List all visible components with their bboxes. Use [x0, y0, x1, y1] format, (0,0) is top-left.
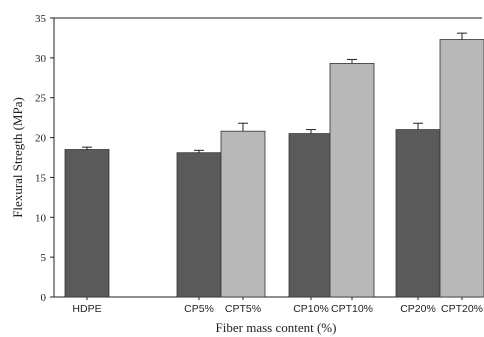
bar	[439, 39, 484, 298]
bar	[176, 152, 222, 298]
bar	[288, 133, 334, 298]
y-axis-label: Flexural Stregth (MPa)	[10, 97, 25, 218]
x-tick-label: CPT5%	[225, 303, 261, 315]
bar	[64, 149, 110, 298]
y-tick-label: 15	[35, 172, 47, 184]
y-tick-label: 20	[35, 133, 47, 145]
bar	[395, 129, 441, 298]
y-tick-label: 0	[41, 292, 47, 304]
y-tick-label: 30	[35, 53, 47, 65]
x-tick-label: CPT10%	[331, 303, 373, 315]
x-axis-label: Fiber mass content (%)	[216, 320, 337, 335]
x-tick-label: CPT20%	[441, 303, 483, 315]
bar	[220, 130, 266, 298]
y-tick-label: 5	[41, 252, 47, 264]
y-tick-label: 35	[35, 13, 47, 25]
x-tick-label: CP20%	[400, 303, 436, 315]
bar	[329, 63, 375, 298]
x-tick-label: CP5%	[184, 303, 214, 315]
x-tick-label: CP10%	[293, 303, 329, 315]
x-tick-label: HDPE	[72, 303, 101, 315]
y-tick-label: 10	[35, 212, 47, 224]
y-tick-label: 25	[35, 93, 47, 105]
